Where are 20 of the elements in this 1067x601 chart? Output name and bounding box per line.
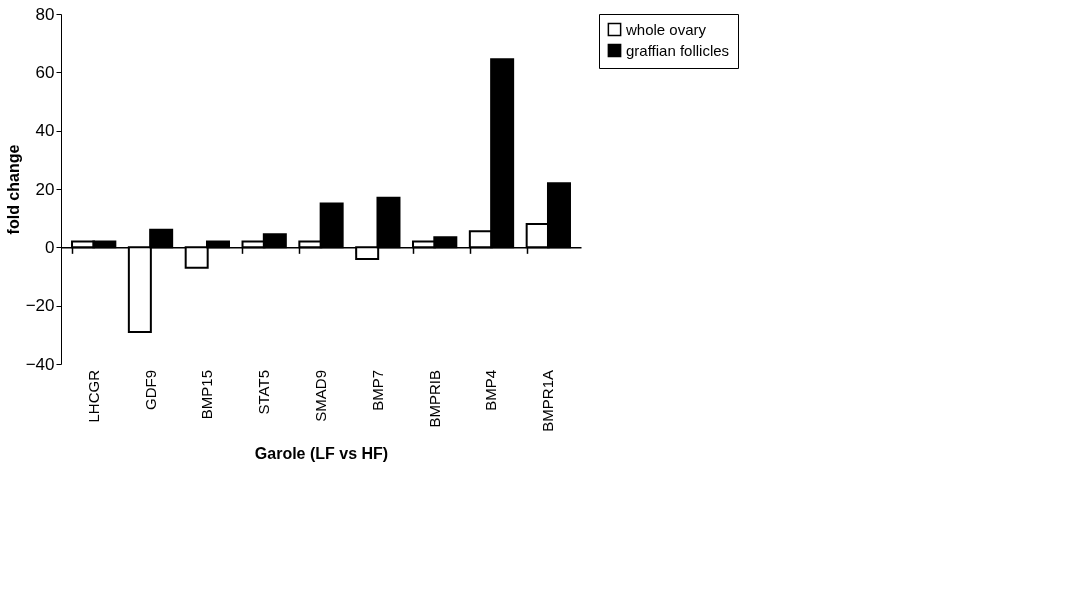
- x-tick-label: STAT5: [255, 370, 273, 415]
- x-tick-label: GDF9: [141, 370, 159, 411]
- x-tick-label: LHCGR: [84, 369, 102, 423]
- x-tick-label: BMP15: [198, 370, 216, 420]
- y-tick-label: 80: [35, 4, 55, 24]
- legend-label: whole ovary: [625, 20, 707, 38]
- x-tick-label: BMPR1A: [539, 370, 557, 432]
- y-tick-label: −20: [25, 296, 55, 316]
- x-tick-label: BMP7: [368, 370, 386, 411]
- legend-label: graffian follicles: [626, 41, 730, 59]
- y-tick-label: 0: [45, 237, 55, 257]
- y-tick-label: 60: [35, 62, 55, 82]
- y-axis-title: fold change: [4, 144, 22, 235]
- y-tick-label: −40: [25, 354, 55, 374]
- x-tick-label: BMPRIB: [425, 370, 443, 428]
- x-tick-label: SMAD9: [312, 370, 329, 422]
- y-tick-label: 20: [35, 179, 55, 199]
- x-tick-label: BMP4: [482, 370, 500, 411]
- y-tick-label: 40: [35, 121, 55, 141]
- x-axis-title: Garole (LF vs HF): [254, 445, 389, 463]
